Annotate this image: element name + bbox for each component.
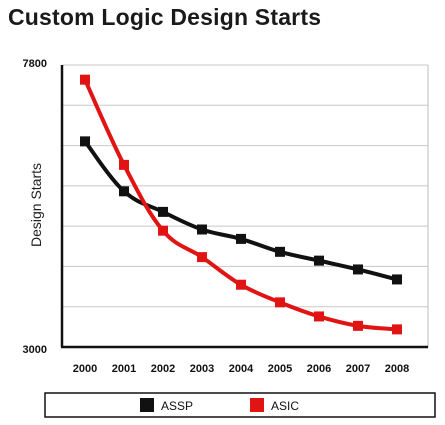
y-tick-label-min: 3000: [23, 344, 47, 356]
x-tick-label: 2003: [190, 363, 214, 375]
y-axis-label: Design Starts: [28, 163, 44, 247]
data-point-asic-2005: [275, 297, 285, 308]
legend-swatch-asic: [250, 398, 264, 412]
series-points: [80, 74, 402, 335]
x-tick-label: 2002: [151, 363, 175, 375]
data-point-assp-2008: [392, 274, 402, 285]
x-tick-label: 2004: [229, 363, 254, 375]
x-tick-label: 2008: [385, 363, 409, 375]
data-point-assp-2004: [236, 233, 246, 244]
legend-label-asic: ASIC: [271, 399, 299, 413]
y-tick-labels: 7800 3000: [23, 58, 47, 356]
y-tick-label-max: 7800: [23, 58, 47, 70]
legend-swatch-assp: [140, 398, 154, 412]
data-point-asic-2000: [80, 74, 90, 85]
data-point-asic-2002: [158, 225, 168, 236]
series-line-assp: [83, 139, 399, 282]
data-point-assp-2001: [119, 186, 129, 197]
data-point-asic-2006: [314, 311, 324, 322]
data-point-assp-2006: [314, 255, 324, 266]
x-tick-label: 2005: [268, 363, 292, 375]
axes: [60, 65, 429, 349]
x-tick-label: 2007: [346, 363, 370, 375]
x-tick-label: 2001: [112, 363, 136, 375]
legend-box: [44, 392, 436, 418]
series-line-asic: [83, 77, 399, 332]
grid-lines: [62, 64, 428, 308]
chart-title: Custom Logic Design Starts: [8, 4, 322, 30]
legend-label-assp: ASSP: [161, 399, 193, 413]
data-point-asic-2003: [197, 252, 207, 263]
x-tick-label: 2006: [307, 363, 331, 375]
data-point-assp-2000: [80, 136, 90, 147]
data-point-asic-2001: [119, 159, 129, 170]
data-point-asic-2004: [236, 279, 246, 290]
legend: ASSP ASIC: [44, 392, 436, 418]
series-lines: [83, 77, 399, 332]
data-point-assp-2007: [353, 264, 363, 275]
data-point-asic-2007: [353, 320, 363, 331]
data-point-assp-2002: [158, 206, 168, 217]
x-tick-labels: 2000 2001 2002 2003 2004 2005 2006 2007 2008: [73, 363, 409, 375]
data-point-assp-2005: [275, 246, 285, 257]
data-point-asic-2008: [392, 324, 402, 335]
data-point-assp-2003: [197, 224, 207, 235]
x-tick-label: 2000: [73, 363, 97, 375]
